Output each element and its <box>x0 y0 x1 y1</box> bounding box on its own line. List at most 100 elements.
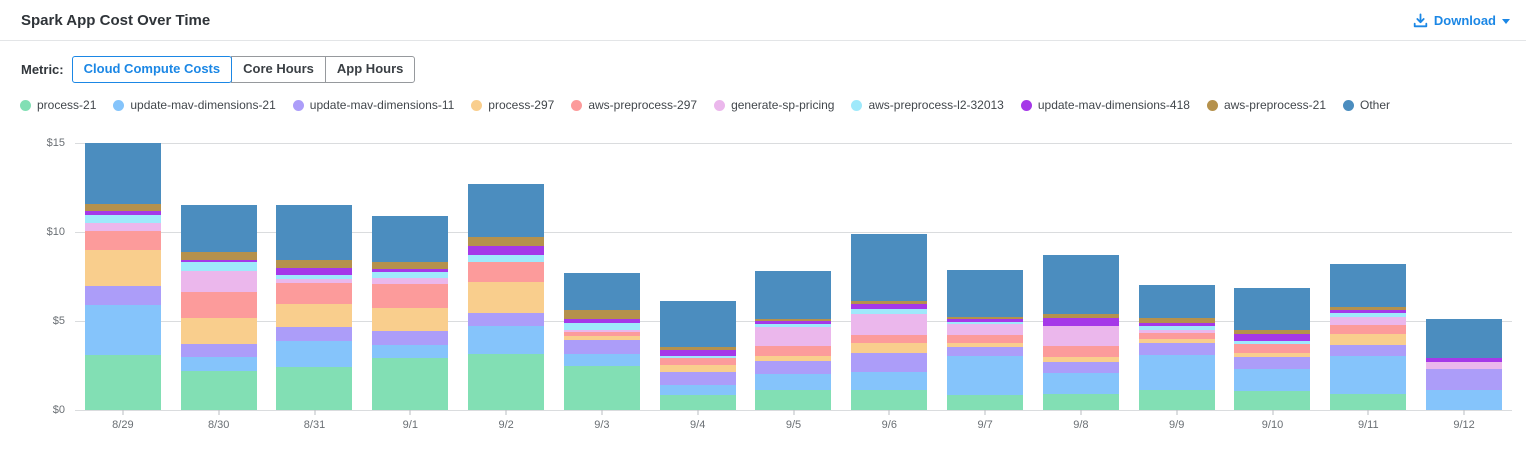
stacked-bar-9/6[interactable] <box>851 143 928 410</box>
bar-segment-update-mav-dimensions-418[interactable] <box>659 349 736 356</box>
bar-segment-aws-preprocess-l2-32013[interactable] <box>1138 326 1215 330</box>
bar-segment-process-297[interactable] <box>1234 353 1311 357</box>
download-button[interactable]: Download <box>1413 13 1510 28</box>
bar-segment-generate-sp-pricing[interactable] <box>372 278 449 284</box>
bar-segment-process-21[interactable] <box>755 390 832 410</box>
bar-segment-generate-sp-pricing[interactable] <box>1138 329 1215 333</box>
bar-segment-generate-sp-pricing[interactable] <box>1330 316 1407 326</box>
bar-segment-Other[interactable] <box>563 273 640 311</box>
bar-segment-update-mav-dimensions-418[interactable] <box>563 319 640 323</box>
bar-segment-aws-preprocess-21[interactable] <box>659 346 736 350</box>
bar-segment-update-mav-dimensions-21[interactable] <box>947 355 1024 395</box>
bar-segment-update-mav-dimensions-11[interactable] <box>755 361 832 375</box>
bar-segment-aws-preprocess-297[interactable] <box>659 358 736 365</box>
bar-segment-aws-preprocess-297[interactable] <box>180 291 257 319</box>
bar-segment-update-mav-dimensions-11[interactable] <box>1330 345 1407 356</box>
bar-segment-Other[interactable] <box>1234 288 1311 330</box>
metric-option-core-hours[interactable]: Core Hours <box>231 56 326 83</box>
bar-segment-update-mav-dimensions-418[interactable] <box>1330 310 1407 314</box>
bar-segment-process-297[interactable] <box>947 343 1024 347</box>
bar-segment-update-mav-dimensions-11[interactable] <box>84 285 161 306</box>
bar-segment-process-21[interactable] <box>180 370 257 410</box>
bar-segment-aws-preprocess-297[interactable] <box>1138 332 1215 339</box>
bar-segment-aws-preprocess-21[interactable] <box>468 237 545 247</box>
bar-segment-process-21[interactable] <box>372 358 449 410</box>
bar-segment-aws-preprocess-21[interactable] <box>851 300 928 305</box>
bar-segment-aws-preprocess-297[interactable] <box>468 262 545 282</box>
bar-segment-aws-preprocess-l2-32013[interactable] <box>1234 340 1311 345</box>
stacked-bar-8/29[interactable] <box>84 143 161 410</box>
bar-segment-aws-preprocess-21[interactable] <box>84 204 161 212</box>
bar-segment-update-mav-dimensions-418[interactable] <box>276 267 353 275</box>
bar-segment-update-mav-dimensions-21[interactable] <box>1426 389 1503 410</box>
bar-segment-aws-preprocess-297[interactable] <box>84 230 161 251</box>
bar-segment-process-21[interactable] <box>84 355 161 410</box>
stacked-bar-9/12[interactable] <box>1426 143 1503 410</box>
bar-segment-update-mav-dimensions-21[interactable] <box>468 326 545 354</box>
bar-segment-update-mav-dimensions-21[interactable] <box>851 371 928 391</box>
bar-segment-process-297[interactable] <box>180 318 257 345</box>
bar-segment-update-mav-dimensions-418[interactable] <box>1426 358 1503 362</box>
bar-segment-update-mav-dimensions-21[interactable] <box>372 345 449 359</box>
bar-segment-aws-preprocess-297[interactable] <box>372 283 449 308</box>
bar-segment-aws-preprocess-l2-32013[interactable] <box>563 322 640 330</box>
bar-segment-process-297[interactable] <box>1138 338 1215 344</box>
bar-segment-update-mav-dimensions-418[interactable] <box>947 319 1024 322</box>
bar-segment-update-mav-dimensions-418[interactable] <box>851 304 928 310</box>
bar-segment-update-mav-dimensions-11[interactable] <box>563 339 640 354</box>
bar-segment-process-297[interactable] <box>276 304 353 328</box>
bar-segment-aws-preprocess-297[interactable] <box>1042 345 1119 357</box>
stacked-bar-9/7[interactable] <box>947 143 1024 410</box>
bar-segment-aws-preprocess-l2-32013[interactable] <box>84 214 161 223</box>
bar-segment-aws-preprocess-l2-32013[interactable] <box>755 323 832 328</box>
bar-segment-update-mav-dimensions-11[interactable] <box>851 353 928 372</box>
bar-segment-process-297[interactable] <box>1330 334 1407 346</box>
bar-segment-process-297[interactable] <box>1042 356 1119 362</box>
legend-item-aws-preprocess-297[interactable]: aws-preprocess-297 <box>571 98 697 112</box>
bar-segment-aws-preprocess-l2-32013[interactable] <box>468 255 545 263</box>
bar-segment-aws-preprocess-21[interactable] <box>563 310 640 320</box>
bar-segment-aws-preprocess-21[interactable] <box>372 262 449 269</box>
bar-segment-generate-sp-pricing[interactable] <box>851 313 928 336</box>
bar-segment-process-21[interactable] <box>563 365 640 410</box>
bar-segment-process-21[interactable] <box>659 394 736 410</box>
legend-item-aws-preprocess-21[interactable]: aws-preprocess-21 <box>1206 98 1326 112</box>
bar-segment-update-mav-dimensions-418[interactable] <box>1234 334 1311 341</box>
bar-segment-process-21[interactable] <box>1234 391 1311 410</box>
bar-segment-generate-sp-pricing[interactable] <box>84 222 161 231</box>
bar-segment-update-mav-dimensions-418[interactable] <box>1042 318 1119 327</box>
bar-segment-process-21[interactable] <box>1042 393 1119 410</box>
bar-segment-process-21[interactable] <box>276 367 353 410</box>
bar-segment-update-mav-dimensions-11[interactable] <box>947 346 1024 356</box>
bar-segment-update-mav-dimensions-11[interactable] <box>1234 356 1311 370</box>
bar-segment-Other[interactable] <box>84 143 161 205</box>
bar-segment-generate-sp-pricing[interactable] <box>180 271 257 292</box>
bar-segment-process-297[interactable] <box>755 355 832 362</box>
legend-item-update-mav-dimensions-21[interactable]: update-mav-dimensions-21 <box>113 98 276 112</box>
bar-segment-aws-preprocess-l2-32013[interactable] <box>1330 313 1407 317</box>
bar-segment-update-mav-dimensions-11[interactable] <box>1042 361 1119 373</box>
bar-segment-Other[interactable] <box>1042 255 1119 314</box>
bar-segment-Other[interactable] <box>1330 264 1407 307</box>
stacked-bar-9/4[interactable] <box>659 143 736 410</box>
bar-segment-aws-preprocess-21[interactable] <box>1234 329 1311 335</box>
bar-segment-Other[interactable] <box>180 205 257 252</box>
bar-segment-update-mav-dimensions-418[interactable] <box>372 268 449 273</box>
bar-segment-aws-preprocess-21[interactable] <box>1138 318 1215 323</box>
bar-segment-aws-preprocess-l2-32013[interactable] <box>851 309 928 314</box>
bar-segment-update-mav-dimensions-418[interactable] <box>468 246 545 256</box>
bar-segment-update-mav-dimensions-21[interactable] <box>659 385 736 395</box>
bar-segment-generate-sp-pricing[interactable] <box>755 327 832 346</box>
bar-segment-generate-sp-pricing[interactable] <box>563 329 640 332</box>
bar-segment-process-297[interactable] <box>851 343 928 354</box>
stacked-bar-9/1[interactable] <box>372 143 449 410</box>
stacked-bar-9/10[interactable] <box>1234 143 1311 410</box>
bar-segment-update-mav-dimensions-21[interactable] <box>1138 354 1215 391</box>
bar-segment-aws-preprocess-l2-32013[interactable] <box>180 262 257 272</box>
bar-segment-process-21[interactable] <box>468 353 545 410</box>
bar-segment-update-mav-dimensions-418[interactable] <box>755 321 832 324</box>
bar-segment-update-mav-dimensions-11[interactable] <box>659 371 736 386</box>
bar-segment-aws-preprocess-21[interactable] <box>947 316 1024 320</box>
bar-segment-update-mav-dimensions-21[interactable] <box>755 374 832 391</box>
stacked-bar-9/2[interactable] <box>468 143 545 410</box>
